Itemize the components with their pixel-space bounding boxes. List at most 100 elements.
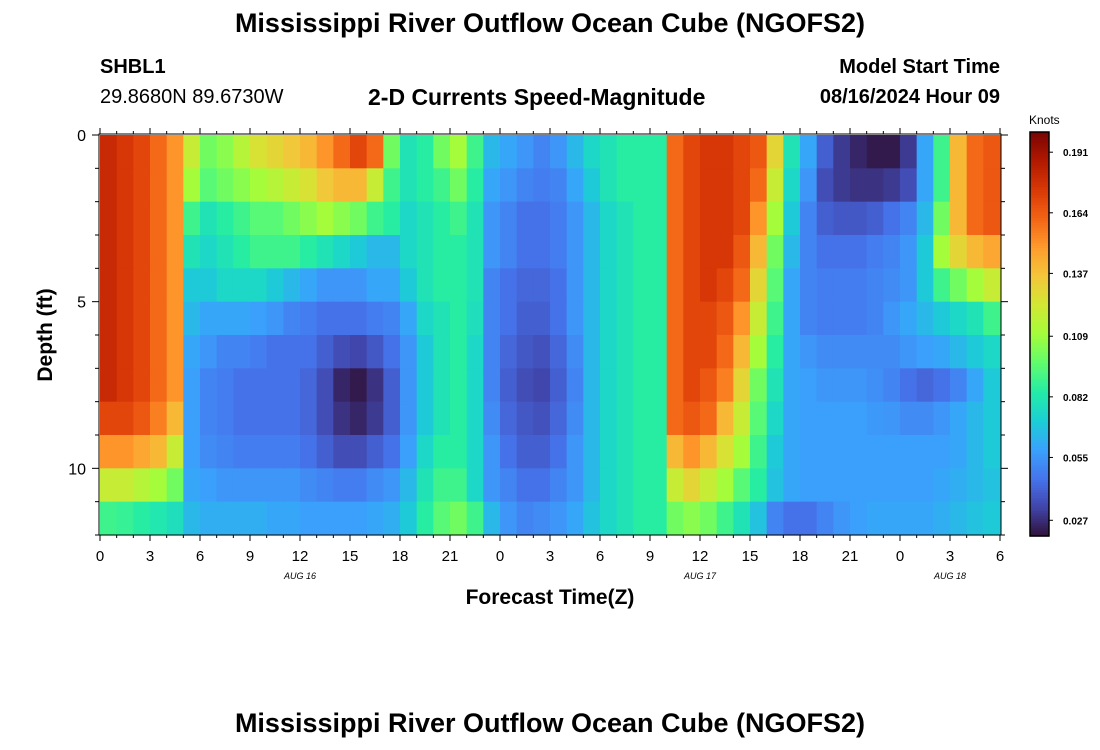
heatmap-cell xyxy=(566,235,584,269)
heatmap-cell xyxy=(983,335,1001,369)
x-tick-label: 0 xyxy=(96,548,104,565)
heatmap-cell xyxy=(666,201,684,236)
heatmap-cell xyxy=(683,368,701,403)
heatmap-cell xyxy=(383,135,401,169)
heatmap-cell xyxy=(966,301,984,336)
heatmap-cell xyxy=(483,168,501,203)
heatmap-cell xyxy=(250,435,268,469)
heatmap-cell xyxy=(400,268,418,303)
heatmap-cell xyxy=(200,301,218,336)
heatmap-cell xyxy=(616,468,634,503)
heatmap-cell xyxy=(616,235,634,269)
heatmap-cell xyxy=(583,335,601,369)
heatmap-cell xyxy=(833,201,851,236)
heatmap-cell xyxy=(400,168,418,203)
colorbar-segment xyxy=(1030,311,1049,315)
heatmap-cell xyxy=(833,268,851,303)
heatmap-cell xyxy=(133,235,151,269)
heatmap-cell xyxy=(466,301,484,336)
heatmap-cell xyxy=(183,368,201,403)
heatmap-cell xyxy=(233,235,251,269)
heatmap-cell xyxy=(250,335,268,369)
heatmap-cell xyxy=(783,335,801,369)
colorbar-segment xyxy=(1030,205,1049,209)
heatmap-cell xyxy=(233,368,251,403)
heatmap-cell xyxy=(950,301,968,336)
heatmap-cell xyxy=(533,235,551,269)
heatmap-cell xyxy=(983,268,1001,303)
heatmap-cell xyxy=(900,335,918,369)
colorbar-segment xyxy=(1030,379,1049,383)
x-tick-label: 9 xyxy=(246,548,254,565)
x-tick-label: 0 xyxy=(896,548,904,565)
colorbar-segment xyxy=(1030,328,1049,333)
colorbar-segment xyxy=(1030,472,1049,477)
heatmap-cell xyxy=(550,135,568,169)
heatmap-cell xyxy=(650,301,668,336)
heatmap-cell xyxy=(766,301,784,336)
x-tick-label: 15 xyxy=(342,548,359,565)
heatmap-cell xyxy=(300,501,318,536)
heatmap-cell xyxy=(750,135,768,169)
heatmap-cell xyxy=(133,335,151,369)
heatmap-cell xyxy=(316,501,334,536)
heatmap-cell xyxy=(566,201,584,236)
heatmap-cell xyxy=(650,168,668,203)
heatmap-cell xyxy=(650,235,668,269)
colorbar-segment xyxy=(1030,258,1049,262)
heatmap-cell xyxy=(350,435,368,469)
heatmap-cell xyxy=(300,135,318,169)
heatmap-cell xyxy=(250,468,268,503)
colorbar-segment xyxy=(1030,409,1049,413)
colorbar-segment xyxy=(1030,217,1049,221)
heatmap-cell xyxy=(816,335,834,369)
heatmap-cell xyxy=(733,401,751,436)
colorbar-tick-label: 0.109 xyxy=(1063,332,1088,343)
colorbar-segment xyxy=(1030,169,1049,174)
heatmap-cell xyxy=(783,235,801,269)
colorbar-segment xyxy=(1030,197,1049,201)
heatmap-cell xyxy=(383,401,401,436)
heatmap-cell xyxy=(950,501,968,536)
heatmap-cell xyxy=(150,368,168,403)
heatmap-cell xyxy=(750,301,768,336)
heatmap-cell xyxy=(966,501,984,536)
heatmap-cell xyxy=(400,301,418,336)
heatmap-cell xyxy=(916,201,934,236)
colorbar-segment xyxy=(1030,142,1049,146)
colorbar-segment xyxy=(1030,455,1049,459)
colorbar-segment xyxy=(1030,384,1049,388)
x-tick-label: 12 xyxy=(292,548,309,565)
heatmap-cell xyxy=(300,401,318,436)
colorbar-segment xyxy=(1030,164,1049,168)
heatmap-cell xyxy=(916,268,934,303)
colorbar-segment xyxy=(1030,520,1049,524)
heatmap-cell xyxy=(466,268,484,303)
heatmap-cell xyxy=(716,335,734,369)
heatmap-cell xyxy=(800,268,818,303)
heatmap-cell xyxy=(283,168,301,203)
heatmap-cell xyxy=(366,135,384,169)
heatmap-cell xyxy=(450,335,468,369)
heatmap-cell xyxy=(133,301,151,336)
heatmap-cell xyxy=(916,435,934,469)
heatmap-cell xyxy=(116,335,134,369)
heatmap-cell xyxy=(466,468,484,503)
heatmap-cell xyxy=(850,235,868,269)
heatmap-cell xyxy=(933,235,951,269)
colorbar-segment xyxy=(1030,187,1049,191)
heatmap-cell xyxy=(500,335,518,369)
heatmap-cell xyxy=(433,268,451,303)
colorbar-segment xyxy=(1030,323,1049,328)
heatmap-cell xyxy=(666,335,684,369)
colorbar-segment xyxy=(1030,424,1049,429)
heatmap-cell xyxy=(216,368,234,403)
colorbar-segment xyxy=(1030,147,1049,151)
heatmap-cell xyxy=(566,435,584,469)
heatmap-cell xyxy=(100,301,118,336)
colorbar-segment xyxy=(1030,356,1049,360)
heatmap-cell xyxy=(383,268,401,303)
heatmap-cell xyxy=(866,368,884,403)
heatmap-cell xyxy=(233,435,251,469)
heatmap-cell xyxy=(516,468,534,503)
